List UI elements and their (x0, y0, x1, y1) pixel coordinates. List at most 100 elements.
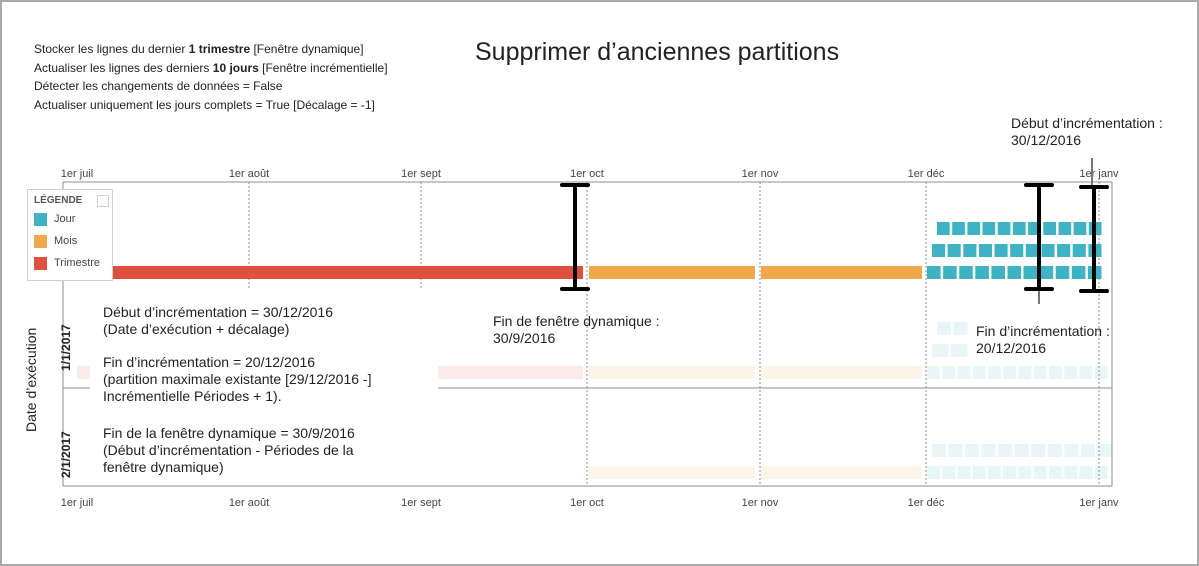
day-partition-faded (937, 322, 951, 335)
bottom-tick-label: 1er déc (908, 497, 945, 509)
day-partition-faded (1047, 444, 1062, 457)
top-tick-label: 1er nov (742, 168, 779, 180)
setting-line-4: Actualiser uniquement les jours complets… (34, 97, 375, 112)
bottom-tick-label: 1er nov (742, 497, 779, 509)
bottom-tick-label: 1er oct (570, 497, 604, 509)
setting-line-3: Détecter les changements de données = Fa… (34, 79, 283, 93)
day-partition (927, 266, 941, 279)
day-partition (1073, 222, 1087, 235)
row-label-2: 2/1/2017 (59, 431, 73, 478)
setting-line-2: Actualiser les lignes des derniers 10 jo… (34, 60, 388, 75)
day-partition-faded (1094, 466, 1108, 479)
legend-label: Trimestre (54, 257, 101, 269)
day-partition (947, 244, 961, 257)
day-partition-faded (953, 322, 968, 335)
day-partition-faded (988, 466, 1001, 479)
day-partition-faded (1064, 366, 1078, 379)
day-partition (963, 244, 977, 257)
day-partition-faded (1094, 366, 1108, 379)
legend-swatch (34, 235, 47, 248)
day-partition-faded (1003, 466, 1017, 479)
day-partition-faded (942, 366, 956, 379)
diagram-title: Supprimer d’anciennes partitions (475, 38, 840, 66)
day-partition (1025, 244, 1039, 257)
day-partition-faded (942, 466, 956, 479)
day-partition-faded (1080, 444, 1095, 457)
day-partition (1057, 244, 1071, 257)
day-partition-faded (1014, 444, 1029, 457)
day-partition (1010, 244, 1024, 257)
day-partition-faded (972, 466, 986, 479)
day-partition (1041, 244, 1055, 257)
month-partition-faded (761, 366, 922, 379)
day-partition-faded (1033, 466, 1047, 479)
day-partition-faded (1064, 466, 1078, 479)
day-partition-faded (1018, 466, 1032, 479)
y-axis-label: Date d’exécution (23, 327, 39, 432)
explanation-rolling-end: Fin de la fenêtre dynamique = 30/9/2016(… (103, 425, 355, 475)
legend-title: LÉGENDE (34, 195, 83, 206)
legend-swatch (34, 257, 47, 270)
callout-rolling-end: Fin de fenêtre dynamique :30/9/2016 (493, 313, 660, 346)
bottom-tick-label: 1er janv (1079, 497, 1119, 509)
top-tick-label: 1er oct (570, 168, 604, 180)
day-partition (1071, 266, 1086, 279)
top-tick-label: 1er sept (401, 168, 441, 180)
day-partition-faded (957, 366, 971, 379)
callout-increment-end: Fin d’incrémentation :20/12/2016 (976, 323, 1110, 356)
day-partition-faded (1079, 366, 1093, 379)
day-partition-faded (1097, 444, 1112, 457)
day-partition (1072, 244, 1086, 257)
callout-increment-start: Début d’incrémentation :30/12/2016 (1011, 115, 1163, 148)
bottom-tick-label: 1er sept (401, 497, 441, 509)
day-partition (1043, 222, 1056, 235)
day-partition-faded (1049, 466, 1062, 479)
legend-toggle-icon[interactable] (97, 195, 109, 207)
top-tick-label: 1er août (229, 168, 269, 180)
month-partition (761, 266, 922, 279)
day-partition (959, 266, 973, 279)
quarter-partition (77, 266, 583, 279)
day-partition (978, 244, 992, 257)
row-label-1: 1/1/2017 (59, 324, 73, 371)
day-partition-faded (1049, 366, 1062, 379)
setting-line-1: Stocker les lignes du dernier 1 trimestr… (34, 42, 364, 56)
legend-label: Jour (54, 213, 76, 225)
day-partition (952, 222, 965, 235)
legend-swatch (34, 213, 47, 226)
day-partition (975, 266, 989, 279)
day-partition-faded (932, 444, 946, 457)
month-partition-faded (589, 366, 755, 379)
day-partition (1055, 266, 1070, 279)
day-partition (1039, 266, 1054, 279)
day-partition (991, 266, 1005, 279)
top-tick-label: 1er déc (908, 168, 945, 180)
day-partition (967, 222, 981, 235)
day-partition-faded (965, 444, 980, 457)
day-partition-faded (988, 366, 1001, 379)
day-partition-faded (1064, 444, 1079, 457)
day-partition-faded (1031, 444, 1046, 457)
day-partition (997, 222, 1011, 235)
explanation-increment-end: Fin d’incrémentation = 20/12/2016 (partit… (103, 354, 372, 404)
day-partition-faded (972, 366, 986, 379)
day-partition-faded (932, 344, 949, 357)
bottom-tick-label: 1er juil (61, 497, 93, 509)
day-partition-faded (951, 344, 968, 357)
day-partition-faded (957, 466, 971, 479)
day-partition (982, 222, 996, 235)
day-partition-faded (1033, 366, 1047, 379)
day-partition-faded (927, 466, 940, 479)
explanation-increment-start: Début d’incrémentation = 30/12/2016 (Date… (103, 304, 333, 337)
day-partition (932, 244, 946, 257)
day-partition-faded (1018, 366, 1032, 379)
settings-text: Stocker les lignes du dernier 1 trimestr… (34, 40, 388, 114)
month-partition (589, 266, 755, 279)
day-partition (1012, 222, 1026, 235)
legend-label: Mois (54, 235, 78, 247)
explanation-box (90, 289, 438, 485)
day-partition (1023, 266, 1038, 279)
top-tick-label: 1er juil (61, 168, 93, 180)
